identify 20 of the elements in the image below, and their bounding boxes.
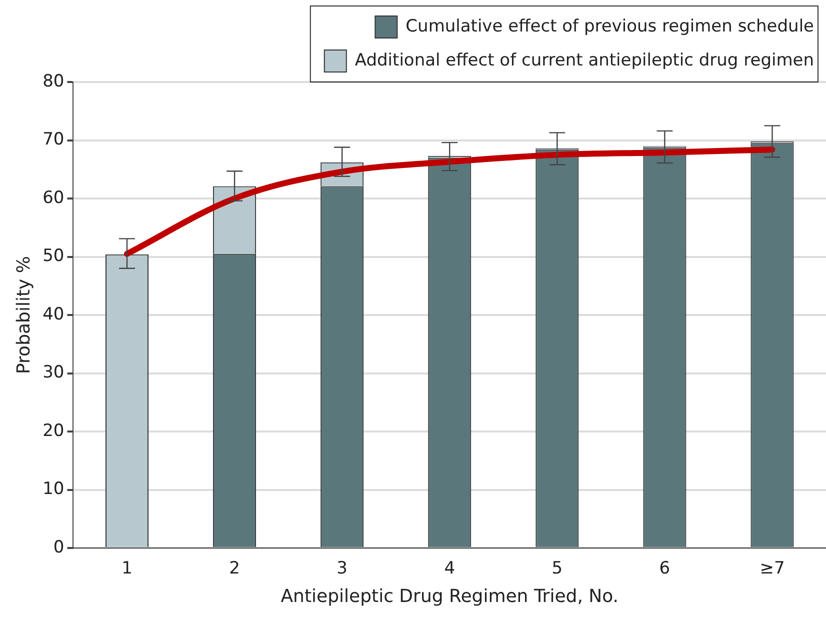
x-tick-label: 6 — [659, 558, 670, 579]
x-tick-label: 2 — [229, 558, 240, 579]
y-tick-label: 0 — [53, 537, 64, 558]
y-tick-label: 60 — [42, 188, 64, 208]
x-tick-label: ≥7 — [760, 558, 785, 579]
y-tick-label: 10 — [42, 479, 64, 500]
legend-label: Cumulative effect of previous regimen schedule — [406, 16, 814, 36]
y-tick-label: 40 — [42, 304, 64, 324]
y-axis-title: Probability % — [13, 256, 34, 374]
x-axis-title: Antiepileptic Drug Regimen Tried, No. — [280, 586, 619, 607]
x-tick-label: 1 — [122, 558, 132, 579]
y-tick-label: 80 — [42, 71, 64, 92]
y-tick-label: 50 — [42, 246, 64, 266]
x-tick-label: 5 — [552, 558, 563, 579]
y-tick-label: 70 — [42, 130, 64, 150]
x-tick-label: 4 — [444, 558, 456, 579]
legend-label: Additional effect of current antiepileptic drug regimen — [354, 50, 814, 70]
y-tick-label: 30 — [42, 362, 64, 383]
y-tick-label: 20 — [42, 420, 64, 441]
x-tick-label: 3 — [336, 558, 348, 579]
